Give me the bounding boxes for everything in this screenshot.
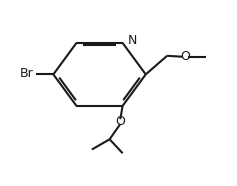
- Text: O: O: [115, 115, 125, 128]
- Text: O: O: [180, 50, 190, 63]
- Text: N: N: [128, 34, 137, 47]
- Text: Br: Br: [19, 67, 33, 80]
